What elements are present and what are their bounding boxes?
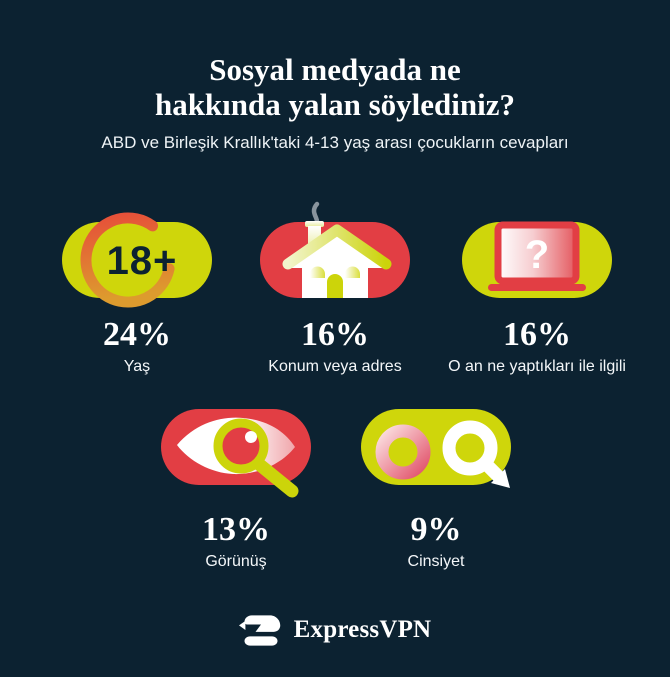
male-symbol xyxy=(442,420,510,488)
age-ring xyxy=(80,212,176,308)
page-title-line2: hakkında yalan söylediniz? xyxy=(154,87,516,122)
laptop-screen xyxy=(494,221,580,285)
laptop-question-icon: ? xyxy=(462,221,612,298)
house-icon xyxy=(260,201,410,298)
pill-yellow xyxy=(62,222,212,298)
expressvpn-logo-icon xyxy=(238,615,280,646)
stat-value: 13% xyxy=(202,511,270,548)
age-ring-text: 18+ xyxy=(107,239,178,283)
header: Sosyal medyada ne hakkında yalan söyledi… xyxy=(0,52,670,153)
stat-age: 18+ 24% Yaş xyxy=(32,200,242,376)
stat-value: 16% xyxy=(301,316,369,353)
stat-value: 24% xyxy=(103,316,171,353)
stat-label: Yaş xyxy=(123,358,151,375)
window-right xyxy=(345,266,360,278)
roof-gable xyxy=(290,234,384,268)
stat-appearance: 13% Görünüş xyxy=(131,395,341,571)
stat-label: O an ne yaptıkları ile ilgili xyxy=(448,358,626,375)
laptop-base xyxy=(488,284,586,291)
stat-location: 16% Konum veya adres xyxy=(230,200,440,376)
18-plus-icon: 18+ xyxy=(62,212,212,308)
brand-footer: ExpressVPN xyxy=(0,608,670,652)
stat-value: 9% xyxy=(410,511,462,548)
page-subtitle: ABD ve Birleşik Krallık'taki 4-13 yaş ar… xyxy=(101,133,569,152)
magnifier-handle xyxy=(253,458,299,498)
window-left xyxy=(310,266,325,278)
stat-label: Görünüş xyxy=(205,553,267,570)
eye-highlight xyxy=(245,431,257,443)
brand-wordmark: ExpressVPN xyxy=(293,616,432,643)
stat-value: 16% xyxy=(503,316,571,353)
chimney-cap xyxy=(305,221,324,227)
female-symbol xyxy=(375,399,431,480)
roof-line xyxy=(282,224,392,270)
gender-symbols-icon xyxy=(361,399,511,488)
door xyxy=(327,274,343,298)
eye-magnifier-icon xyxy=(161,409,311,498)
question-mark: ? xyxy=(525,233,549,277)
page-title-line1: Sosyal medyada ne xyxy=(209,52,461,87)
stat-label: Cinsiyet xyxy=(407,553,465,570)
stat-gender: 9% Cinsiyet xyxy=(331,395,541,571)
stat-label: Konum veya adres xyxy=(268,358,402,375)
magnifier-lens-iris xyxy=(213,418,269,474)
stat-activity: ? 16% O an ne yaptıkları ile ilgili xyxy=(432,200,642,376)
